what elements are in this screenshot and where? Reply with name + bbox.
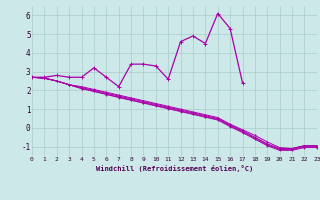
X-axis label: Windchill (Refroidissement éolien,°C): Windchill (Refroidissement éolien,°C) (96, 165, 253, 172)
